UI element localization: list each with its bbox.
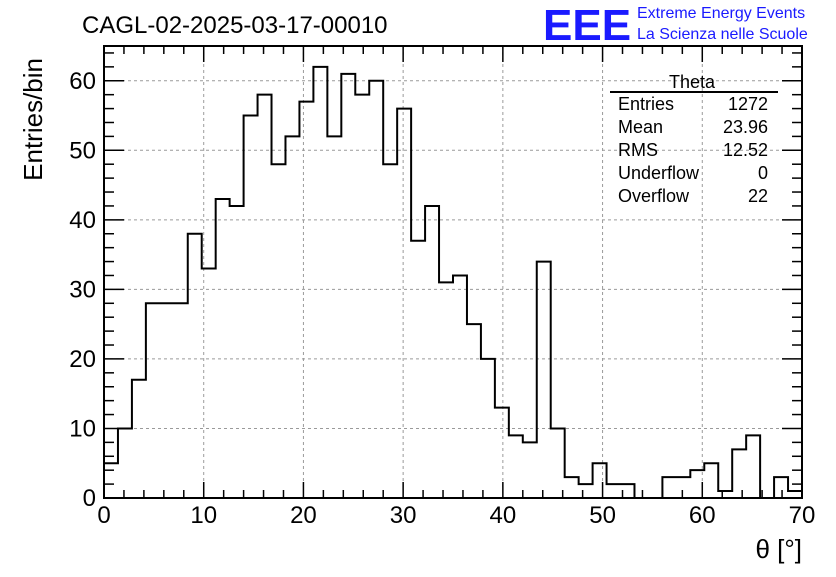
y-tick-label: 0 xyxy=(83,485,96,512)
x-tick-label: 10 xyxy=(190,502,217,529)
stats-label: RMS xyxy=(618,140,658,160)
stats-value: 23.96 xyxy=(723,117,768,137)
x-tick-label: 60 xyxy=(689,502,716,529)
x-tick-label: 30 xyxy=(390,502,417,529)
stats-label: Entries xyxy=(618,94,674,114)
x-axis-label: θ [°] xyxy=(755,534,802,564)
logo-line-1: Extreme Energy Events xyxy=(637,5,805,22)
stats-label: Overflow xyxy=(618,186,690,206)
x-tick-label: 50 xyxy=(589,502,616,529)
y-axis-label: Entries/bin xyxy=(18,58,48,181)
y-tick-label: 40 xyxy=(69,207,96,234)
x-tick-label: 40 xyxy=(490,502,517,529)
stats-title: Theta xyxy=(669,72,716,92)
y-tick-label: 20 xyxy=(69,346,96,373)
x-tick-label: 20 xyxy=(290,502,317,529)
stats-row: RMS 12.52 xyxy=(618,140,768,160)
stats-row: Entries 1272 xyxy=(618,94,768,114)
stats-label: Mean xyxy=(618,117,663,137)
stats-label: Underflow xyxy=(618,163,700,183)
stats-value: 22 xyxy=(748,186,768,206)
logo-mark: EEE xyxy=(543,1,631,50)
stats-value: 12.52 xyxy=(723,140,768,160)
plot-frame xyxy=(103,45,803,499)
logo-line-2: La Scienza nelle Scuole xyxy=(637,26,808,43)
stats-box: Theta Entries 1272 Mean 23.96 RMS 12.52 … xyxy=(610,72,778,206)
stats-row: Overflow 22 xyxy=(618,186,768,206)
y-tick-label: 30 xyxy=(69,276,96,303)
x-tick-label: 70 xyxy=(789,502,816,529)
chart-title: CAGL-02-2025-03-17-00010 xyxy=(82,12,388,39)
stats-row: Underflow 0 xyxy=(618,163,768,183)
y-tick-label: 10 xyxy=(69,415,96,442)
grid xyxy=(104,46,802,498)
x-tick-label: 0 xyxy=(97,502,110,529)
axis-ticks xyxy=(103,46,803,499)
logo: EEE Extreme Energy Events La Scienza nel… xyxy=(543,1,808,50)
y-tick-label: 60 xyxy=(69,68,96,95)
stats-value: 1272 xyxy=(728,94,768,114)
histogram-line xyxy=(104,65,802,499)
y-tick-label: 50 xyxy=(69,137,96,164)
stats-row: Mean 23.96 xyxy=(618,117,768,137)
tick-labels: 0 10 20 30 40 50 60 70 0 10 20 30 40 50 60 xyxy=(69,68,815,529)
stats-value: 0 xyxy=(758,163,768,183)
